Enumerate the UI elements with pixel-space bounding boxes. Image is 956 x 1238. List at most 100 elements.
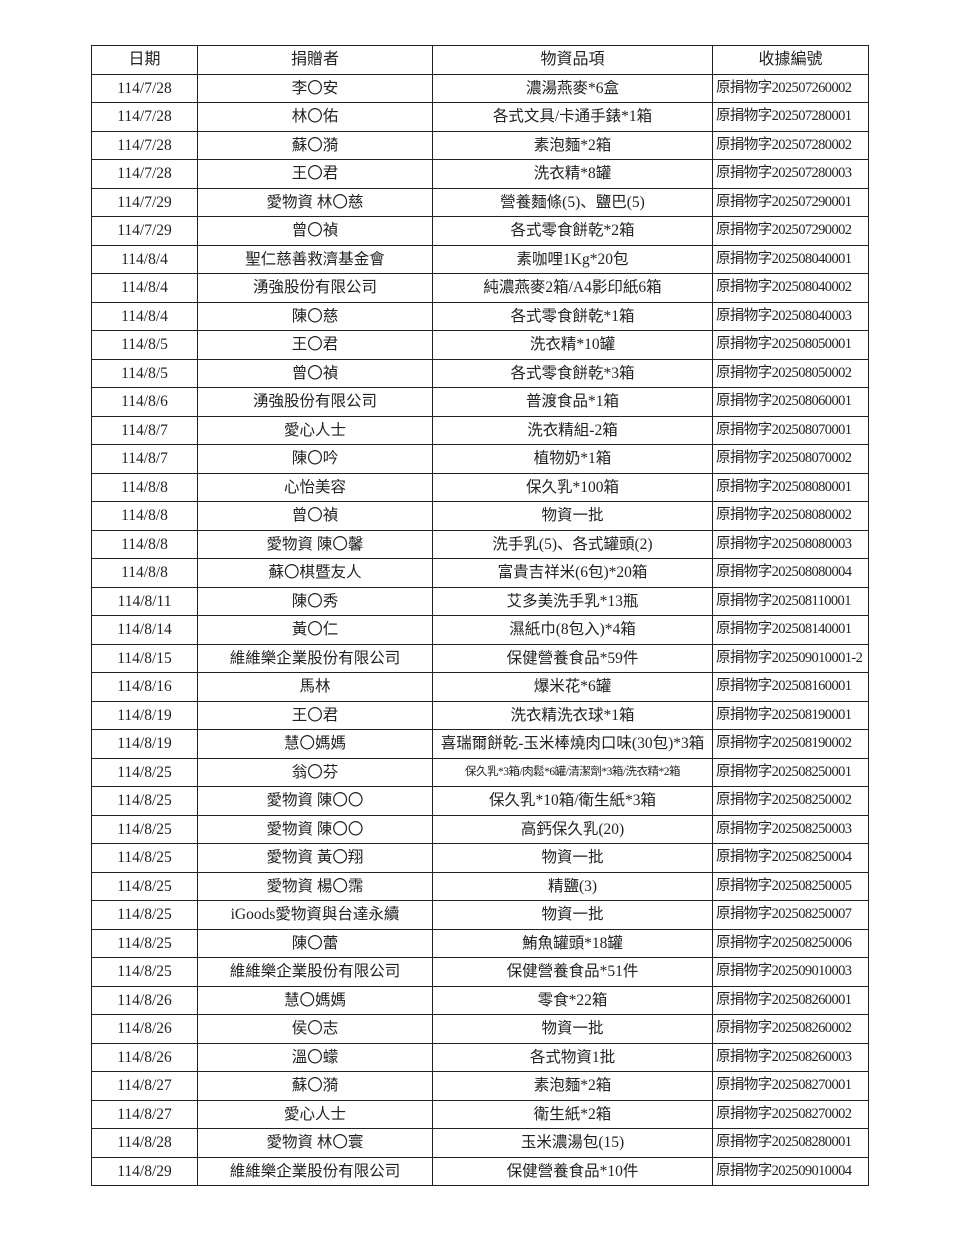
table-row: 114/8/7 愛心人士 洗衣精組-2箱 原捐物字202508070001 (91, 415, 869, 445)
date-cell: 114/7/28 (91, 73, 198, 103)
items-cell: 高鈣保久乳(20) (432, 814, 713, 844)
items-cell: 植物奶*1箱 (432, 444, 713, 474)
receipt-cell: 原捐物字202507260002 (712, 73, 869, 103)
header-donor: 捐贈者 (197, 45, 433, 75)
table-row: 114/8/25 iGoods愛物資與台達永續 物資一批 原捐物字2025082500… (91, 900, 869, 930)
date-cell: 114/8/4 (91, 301, 198, 331)
date-cell: 114/8/8 (91, 472, 198, 502)
table-row: 114/8/8 愛物資 陳〇馨 洗手乳(5)、各式罐頭(2) 原捐物字20250808… (91, 529, 869, 559)
items-cell: 富貴吉祥米(6包)*20箱 (432, 558, 713, 588)
table-row: 114/8/16 馬林 爆米花*6罐 原捐物字202508160001 (91, 672, 869, 702)
receipt-cell: 原捐物字202508080004 (712, 558, 869, 588)
items-cell: 保健營養食品*10件 (432, 1156, 713, 1186)
table-row: 114/8/28 愛物資 林〇寰 玉米濃湯包(15) 原捐物字202508280001 (91, 1128, 869, 1158)
date-cell: 114/8/8 (91, 529, 198, 559)
donor-cell: 陳〇慈 (197, 301, 433, 331)
receipt-cell: 原捐物字202508250003 (712, 814, 869, 844)
donor-cell: 心怡美容 (197, 472, 433, 502)
table-row: 114/8/4 聖仁慈善救濟基金會 素咖哩1Kg*20包 原捐物字2025080400… (91, 244, 869, 274)
date-cell: 114/8/11 (91, 586, 198, 616)
date-cell: 114/7/29 (91, 216, 198, 246)
date-cell: 114/7/28 (91, 130, 198, 160)
table-row: 114/8/26 溫〇蠓 各式物資1批 原捐物字202508260003 (91, 1042, 869, 1072)
receipt-cell: 原捐物字202507280003 (712, 159, 869, 189)
date-cell: 114/8/26 (91, 985, 198, 1015)
items-cell: 素泡麵*2箱 (432, 130, 713, 160)
table-row: 114/8/25 翁〇芬 保久乳*3箱/肉鬆*6罐/清潔劑*3箱/洗衣精*2箱 原捐物… (91, 757, 869, 787)
items-cell: 精鹽(3) (432, 871, 713, 901)
items-cell: 各式文具/卡通手錶*1箱 (432, 102, 713, 132)
items-cell: 保久乳*10箱/衛生紙*3箱 (432, 786, 713, 816)
table-row: 114/8/11 陳〇秀 艾多美洗手乳*13瓶 原捐物字202508110001 (91, 586, 869, 616)
table-row: 114/8/8 蘇〇棋暨友人 富貴吉祥米(6包)*20箱 原捐物字2025080800… (91, 558, 869, 588)
items-cell: 各式零食餅乾*3箱 (432, 358, 713, 388)
table-row: 114/7/28 蘇〇漪 素泡麵*2箱 原捐物字202507280002 (91, 130, 869, 160)
donor-cell: 慧〇媽媽 (197, 729, 433, 759)
date-cell: 114/8/5 (91, 330, 198, 360)
donor-cell: 陳〇蕾 (197, 928, 433, 958)
receipt-cell: 原捐物字202508080003 (712, 529, 869, 559)
date-cell: 114/8/16 (91, 672, 198, 702)
date-cell: 114/7/28 (91, 102, 198, 132)
date-cell: 114/8/26 (91, 1042, 198, 1072)
donor-cell: 愛物資 林〇寰 (197, 1128, 433, 1158)
table-row: 114/8/4 陳〇慈 各式零食餅乾*1箱 原捐物字202508040003 (91, 301, 869, 331)
items-cell: 素咖哩1Kg*20包 (432, 244, 713, 274)
items-cell: 純濃燕麥2箱/A4影印紙6箱 (432, 273, 713, 303)
table-row: 114/7/28 王〇君 洗衣精*8罐 原捐物字202507280003 (91, 159, 869, 189)
items-cell: 物資一批 (432, 900, 713, 930)
date-cell: 114/8/7 (91, 444, 198, 474)
items-cell: 洗衣精*10罐 (432, 330, 713, 360)
items-cell: 保健營養食品*51件 (432, 957, 713, 987)
donor-cell: 溫〇蠓 (197, 1042, 433, 1072)
table-row: 114/8/26 侯〇志 物資一批 原捐物字202508260002 (91, 1014, 869, 1044)
receipt-cell: 原捐物字202509010004 (712, 1156, 869, 1186)
table-row: 114/8/25 陳〇蕾 鮪魚罐頭*18罐 原捐物字202508250006 (91, 928, 869, 958)
date-cell: 114/8/25 (91, 786, 198, 816)
receipt-cell: 原捐物字202507280001 (712, 102, 869, 132)
table-row: 114/8/19 慧〇媽媽 喜瑞爾餅乾-玉米棒燒肉口味(30包)*3箱 原捐物字202… (91, 729, 869, 759)
receipt-cell: 原捐物字202508050002 (712, 358, 869, 388)
donor-cell: 馬林 (197, 672, 433, 702)
table-row: 114/8/5 曾〇禎 各式零食餅乾*3箱 原捐物字202508050002 (91, 358, 869, 388)
receipt-cell: 原捐物字202507290002 (712, 216, 869, 246)
date-cell: 114/8/4 (91, 273, 198, 303)
donor-cell: 曾〇禎 (197, 501, 433, 531)
donor-cell: 維維樂企業股份有限公司 (197, 643, 433, 673)
receipt-cell: 原捐物字202507280002 (712, 130, 869, 160)
date-cell: 114/8/19 (91, 729, 198, 759)
items-cell: 各式物資1批 (432, 1042, 713, 1072)
receipt-cell: 原捐物字202508250005 (712, 871, 869, 901)
donor-cell: 慧〇媽媽 (197, 985, 433, 1015)
receipt-cell: 原捐物字202508280001 (712, 1128, 869, 1158)
items-cell: 素泡麵*2箱 (432, 1071, 713, 1101)
donor-cell: 愛物資 陳〇馨 (197, 529, 433, 559)
date-cell: 114/8/25 (91, 871, 198, 901)
donor-cell: 湧強股份有限公司 (197, 387, 433, 417)
table-row: 114/7/29 曾〇禎 各式零食餅乾*2箱 原捐物字202507290002 (91, 216, 869, 246)
date-cell: 114/8/6 (91, 387, 198, 417)
receipt-cell: 原捐物字202508250004 (712, 843, 869, 873)
header-row: 日期 捐贈者 物資品項 收據編號 (91, 45, 869, 75)
receipt-cell: 原捐物字202507290001 (712, 187, 869, 217)
table-row: 114/7/28 林〇佑 各式文具/卡通手錶*1箱 原捐物字202507280001 (91, 102, 869, 132)
date-cell: 114/8/29 (91, 1156, 198, 1186)
items-cell: 喜瑞爾餅乾-玉米棒燒肉口味(30包)*3箱 (432, 729, 713, 759)
header-receipt: 收據編號 (712, 45, 869, 75)
donor-cell: 曾〇禎 (197, 358, 433, 388)
table-row: 114/8/6 湧強股份有限公司 普渡食品*1箱 原捐物字202508060001 (91, 387, 869, 417)
donation-table: 日期 捐贈者 物資品項 收據編號 114/7/28 李〇安 濃湯燕麥*6盒 原捐物字2… (91, 45, 869, 1186)
receipt-cell: 原捐物字202508040002 (712, 273, 869, 303)
receipt-cell: 原捐物字202508260001 (712, 985, 869, 1015)
donor-cell: 王〇君 (197, 330, 433, 360)
date-cell: 114/8/25 (91, 957, 198, 987)
receipt-cell: 原捐物字202508060001 (712, 387, 869, 417)
items-cell: 物資一批 (432, 1014, 713, 1044)
donor-cell: 愛物資 楊〇霈 (197, 871, 433, 901)
table-row: 114/8/27 蘇〇漪 素泡麵*2箱 原捐物字202508270001 (91, 1071, 869, 1101)
items-cell: 普渡食品*1箱 (432, 387, 713, 417)
receipt-cell: 原捐物字202508250007 (712, 900, 869, 930)
table-row: 114/8/5 王〇君 洗衣精*10罐 原捐物字202508050001 (91, 330, 869, 360)
items-cell: 爆米花*6罐 (432, 672, 713, 702)
table-row: 114/8/14 黃〇仁 濕紙巾(8包入)*4箱 原捐物字202508140001 (91, 615, 869, 645)
